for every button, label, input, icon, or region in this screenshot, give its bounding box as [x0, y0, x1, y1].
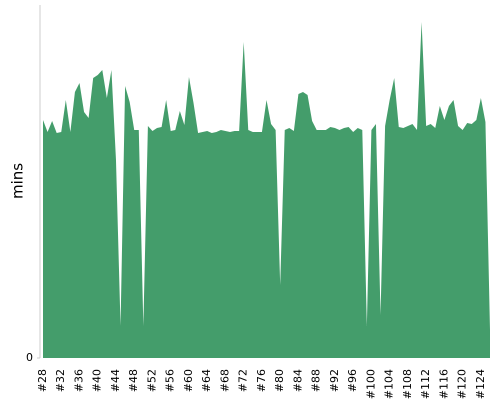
x-tick-label: #88: [310, 369, 323, 392]
x-tick-label: #80: [273, 369, 286, 392]
x-tick-label: #32: [54, 369, 67, 392]
x-tick-label: #124: [474, 369, 487, 399]
x-tick-label: #116: [437, 369, 450, 399]
x-tick-label: #104: [383, 369, 396, 399]
x-tick-label: #64: [200, 369, 213, 392]
x-tick-label: #100: [364, 369, 377, 399]
y-axis-label: mins: [9, 163, 27, 199]
x-tick-label: #96: [346, 369, 359, 392]
x-tick-label: #72: [237, 369, 250, 392]
x-tick-label: #36: [72, 369, 85, 392]
x-tick-label: #108: [401, 369, 414, 399]
x-tick-label: #40: [91, 369, 104, 392]
x-tick-label: #84: [291, 369, 304, 392]
x-tick-label: #52: [145, 369, 158, 392]
x-tick-label: #28: [36, 369, 49, 392]
x-tick-label: #68: [218, 369, 231, 392]
x-tick-label: #44: [109, 369, 122, 392]
x-tick-label: #92: [328, 369, 341, 392]
x-tick-label: #112: [419, 369, 432, 399]
x-tick-label: #120: [456, 369, 469, 399]
area: [43, 22, 490, 358]
x-tick-label: #76: [255, 369, 268, 392]
y-tick-label: 0: [26, 351, 33, 364]
x-tick-label: #56: [164, 369, 177, 392]
x-tick-label: #48: [127, 369, 140, 392]
x-tick-label: #60: [182, 369, 195, 392]
